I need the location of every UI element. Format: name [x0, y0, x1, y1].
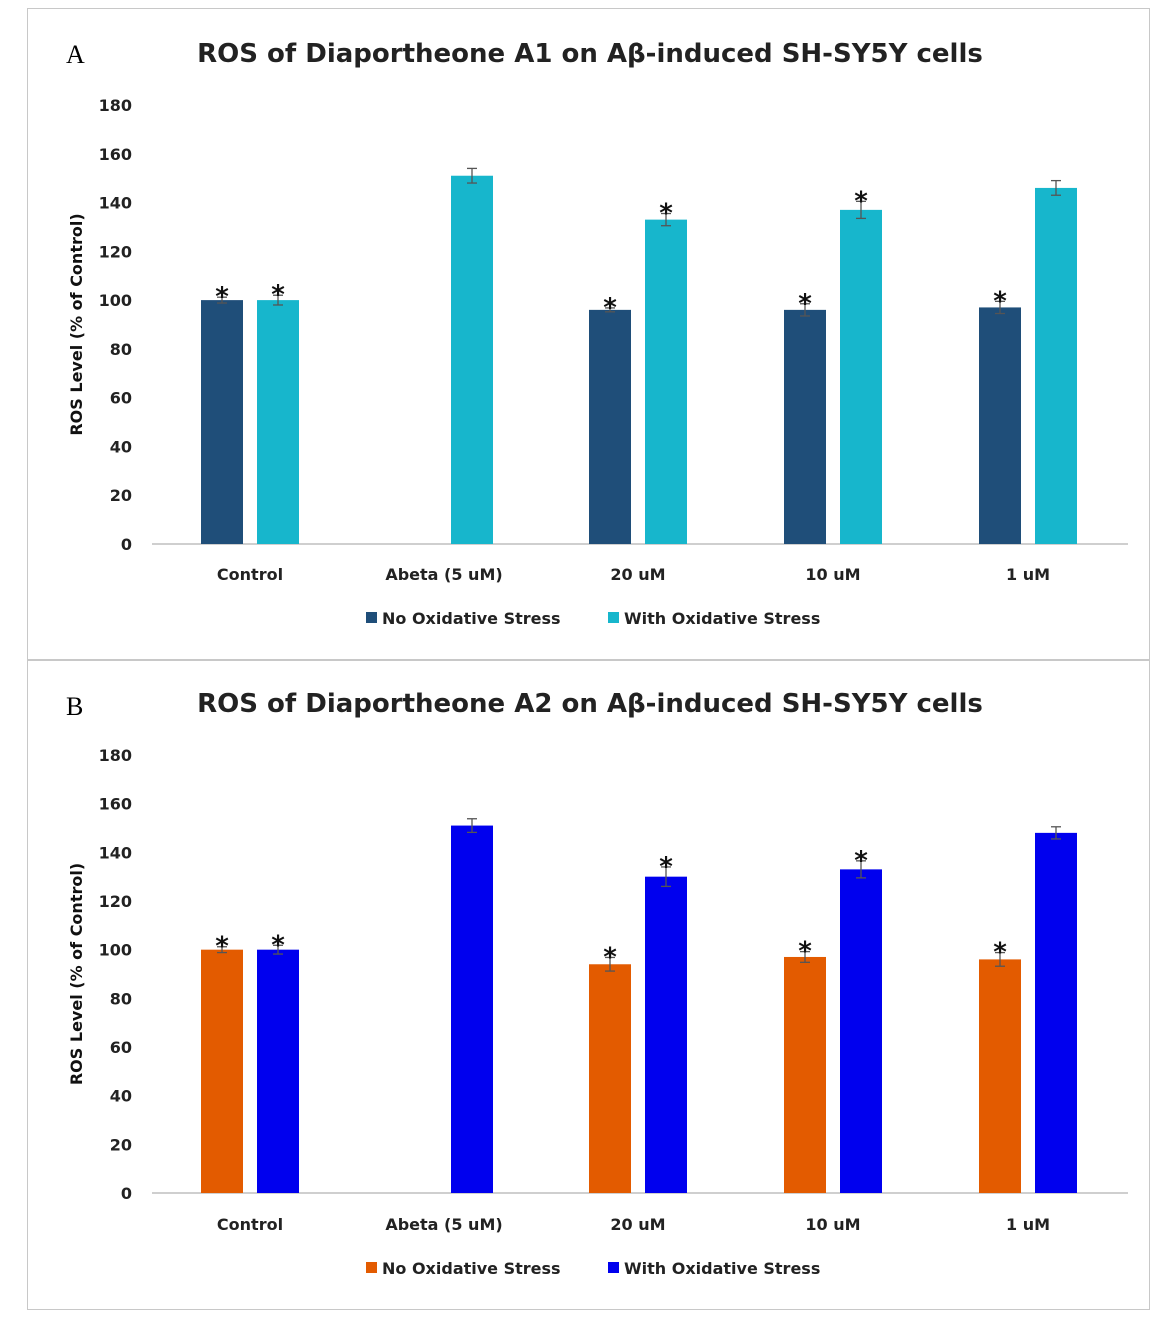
panel-a-bar-s0-c4	[979, 307, 1021, 544]
panel-a-bar-s1-c2	[645, 219, 687, 544]
panel-b-y-tick-label: 40	[110, 1087, 132, 1106]
panel-a-bar-s1-c4	[1035, 187, 1077, 544]
panel-b-y-tick-label: 140	[99, 843, 132, 862]
panel-a-significance-mark: *	[603, 293, 617, 323]
panel-a-bar-s0-c2	[589, 309, 631, 544]
panel-a-y-tick-label: 100	[99, 291, 132, 310]
panel-b-category-label: Control	[217, 1215, 283, 1234]
panel-a-legend-label-0: No Oxidative Stress	[382, 609, 561, 628]
panel-b-title: ROS of Diaportheone A2 on Aβ-induced SH-…	[197, 689, 983, 719]
panel-b-bar-s0-c4	[979, 959, 1021, 1193]
panel-a-legend-swatch-1	[608, 612, 619, 623]
panel-a-significance-mark: *	[215, 282, 229, 312]
panel-a-bar-s1-c0	[257, 300, 299, 544]
panel-b-bar-s1-c1	[451, 825, 493, 1193]
panel-b-y-tick-label: 0	[121, 1184, 132, 1203]
panel-a-legend-swatch-0	[366, 612, 377, 623]
panel-a-title: ROS of Diaportheone A1 on Aβ-induced SH-…	[197, 39, 983, 69]
panel-a-significance-mark: *	[854, 186, 868, 216]
panel-b-significance-mark: *	[993, 938, 1007, 968]
panel-a-bar-s1-c3	[840, 209, 882, 544]
panel-b-legend-swatch-0	[366, 1262, 377, 1273]
panel-a-y-tick-label: 0	[121, 535, 132, 554]
panel-b-bar-s1-c0	[257, 949, 299, 1193]
panel-b-y-axis-title: ROS Level (% of Control)	[67, 863, 86, 1085]
panel-b-significance-mark: *	[659, 852, 673, 882]
panel-a-category-label: Abeta (5 uM)	[385, 565, 502, 584]
panel-a-y-tick-label: 140	[99, 194, 132, 213]
panel-a-category-label: Control	[217, 565, 283, 584]
panel-a-bar-s0-c0	[201, 300, 243, 544]
panel-a-legend-label-1: With Oxidative Stress	[624, 609, 820, 628]
panel-b-y-tick-label: 80	[110, 989, 132, 1008]
panel-a-bar-s0-c3	[784, 309, 826, 544]
panel-b-legend-swatch-1	[608, 1262, 619, 1273]
panel-b-bar-s0-c3	[784, 956, 826, 1193]
panel-b-category-label: 20 uM	[610, 1215, 665, 1234]
panel-a-letter: A	[66, 40, 85, 69]
panel-b-y-tick-label: 160	[99, 795, 132, 814]
panel-a-y-tick-label: 40	[110, 437, 132, 456]
panel-b-significance-mark: *	[603, 942, 617, 972]
panel-b-y-tick-label: 100	[99, 941, 132, 960]
panel-b-category-label: Abeta (5 uM)	[385, 1215, 502, 1234]
panel-b-significance-mark: *	[215, 932, 229, 962]
panel-b-significance-mark: *	[798, 937, 812, 967]
panel-b-bar-s1-c2	[645, 876, 687, 1193]
panel-b-bar-s0-c2	[589, 964, 631, 1193]
panel-a-significance-mark: *	[993, 286, 1007, 316]
panel-a-y-tick-label: 180	[99, 96, 132, 115]
panel-a-y-tick-label: 160	[99, 145, 132, 164]
panel-a-y-tick-label: 60	[110, 389, 132, 408]
panel-b-significance-mark: *	[854, 846, 868, 876]
panel-b-y-tick-label: 180	[99, 746, 132, 765]
panel-b-legend-label-1: With Oxidative Stress	[624, 1259, 820, 1278]
panel-a-category-label: 10 uM	[805, 565, 860, 584]
panel-a-y-axis-title: ROS Level (% of Control)	[67, 213, 86, 435]
panel-a-category-label: 1 uM	[1006, 565, 1050, 584]
panel-a-y-tick-label: 120	[99, 242, 132, 261]
panel-a-plot: 0 20 40 60 80 100 120 140 160 180 ROS Level (% of …	[67, 96, 1128, 628]
panel-b-bar-s0-c0	[201, 949, 243, 1193]
panel-b-plot: 0 20 40 60 80 100 120 140 160 180 ROS Level (% of …	[67, 746, 1128, 1278]
panel-b-legend-label-0: No Oxidative Stress	[382, 1259, 561, 1278]
panel-a-category-label: 20 uM	[610, 565, 665, 584]
panel-b-letter: B	[66, 692, 83, 721]
panel-b-y-tick-label: 120	[99, 892, 132, 911]
panel-a-significance-mark: *	[798, 289, 812, 319]
panel-b-y-tick-label: 20	[110, 1135, 132, 1154]
panel-a-significance-mark: *	[659, 199, 673, 229]
panel-b-y-tick-label: 60	[110, 1038, 132, 1057]
panel-b-significance-mark: *	[271, 930, 285, 960]
panel-b-bar-s1-c3	[840, 869, 882, 1193]
panel-b-category-label: 1 uM	[1006, 1215, 1050, 1234]
panel-a-significance-mark: *	[271, 280, 285, 310]
panel-a-y-tick-label: 20	[110, 486, 132, 505]
panel-a-y-tick-label: 80	[110, 340, 132, 359]
panel-b-category-label: 10 uM	[805, 1215, 860, 1234]
panel-a-bar-s1-c1	[451, 175, 493, 544]
panel-b-bar-s1-c4	[1035, 832, 1077, 1193]
